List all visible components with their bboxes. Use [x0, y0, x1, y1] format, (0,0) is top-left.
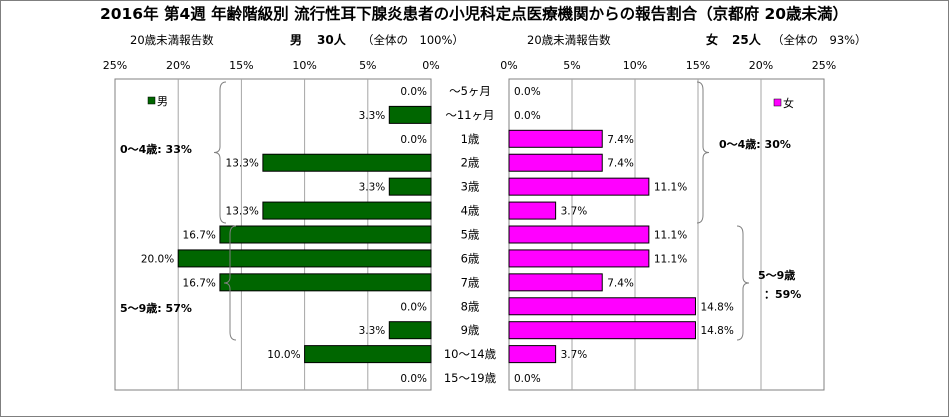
right-tick-label: 25%: [812, 59, 836, 72]
female-data-label: 3.7%: [561, 206, 588, 218]
left-header-total: （全体の 100%）: [362, 33, 464, 47]
male-bar: [388, 177, 432, 196]
female-bar: [508, 153, 603, 172]
male-legend-swatch: [147, 96, 156, 105]
female-data-label: 11.1%: [654, 253, 687, 265]
male-data-label: 0.0%: [400, 86, 427, 98]
category-label: 15～19歳: [444, 371, 497, 385]
male-data-label: 3.3%: [359, 325, 386, 337]
right-brace-5-9: [736, 225, 750, 341]
female-bar: [508, 297, 696, 316]
male-bar: [304, 345, 432, 364]
female-data-label: 14.8%: [700, 301, 733, 313]
female-bar: [508, 177, 650, 196]
right-group-0-4-label: 0～4歳: 30%: [719, 137, 791, 151]
female-data-label: 3.7%: [561, 349, 588, 361]
female-data-label: 0.0%: [514, 86, 541, 98]
category-label: 10～14歳: [444, 347, 497, 361]
right-tick-label: 0%: [500, 59, 517, 72]
female-bar: [508, 201, 557, 220]
male-data-label: 0.0%: [400, 373, 427, 385]
left-brace-0-4: [213, 81, 227, 224]
male-bar: [262, 201, 432, 220]
left-header-sex: 男: [290, 33, 302, 47]
left-tick-label: 10%: [292, 59, 316, 72]
female-bar: [508, 129, 603, 148]
female-legend-label: 女: [783, 96, 794, 110]
right-header-total: （全体の 93%）: [772, 33, 867, 47]
male-bar: [262, 153, 432, 172]
left-tick-label: 15%: [229, 59, 253, 72]
category-label: 1歳: [461, 132, 480, 146]
male-data-label: 0.0%: [400, 301, 427, 313]
female-bar: [508, 321, 696, 340]
right-brace-0-4: [696, 81, 710, 224]
male-data-label: 10.0%: [267, 349, 300, 361]
male-bar: [388, 105, 432, 124]
male-legend-label: 男: [157, 95, 168, 108]
male-data-label: 16.7%: [183, 230, 216, 242]
female-data-label: 7.4%: [607, 277, 634, 289]
left-header-label: 20歳未満報告数: [130, 33, 214, 47]
left-tick-label: 20%: [166, 59, 190, 72]
female-data-label: 11.1%: [654, 182, 687, 194]
category-label: 2歳: [461, 156, 480, 170]
chart-title: 2016年 第4週 年齢階級別 流行性耳下腺炎患者の小児科定点医療機関からの報告…: [100, 4, 848, 23]
female-data-label: 11.1%: [654, 230, 687, 242]
female-legend-swatch: [773, 98, 782, 107]
left-group-5-9-label: 5～9歳: 57%: [120, 301, 192, 315]
right-tick-label: 20%: [749, 59, 773, 72]
right-header-sex: 女: [706, 32, 718, 47]
right-header-count: 25人: [732, 32, 762, 47]
left-tick-label: 25%: [103, 59, 127, 72]
category-label: 8歳: [461, 299, 480, 313]
right-tick-label: 5%: [563, 59, 580, 72]
male-data-label: 3.3%: [359, 110, 386, 122]
left-tick-label: 5%: [359, 59, 376, 72]
category-label: 3歳: [461, 180, 480, 194]
male-data-label: 20.0%: [141, 253, 174, 265]
female-data-label: 0.0%: [514, 373, 541, 385]
category-label: ～5ヶ月: [449, 84, 491, 98]
male-data-label: 3.3%: [359, 182, 386, 194]
female-data-label: 14.8%: [700, 325, 733, 337]
left-group-0-4-label: 0～4歳: 33%: [120, 142, 192, 156]
male-bar: [388, 321, 432, 340]
female-bar: [508, 225, 650, 244]
left-tick-label: 0%: [422, 59, 439, 72]
category-label: 5歳: [461, 228, 480, 242]
category-label: 7歳: [461, 275, 480, 289]
left-brace-5-9: [223, 225, 237, 341]
category-label: 4歳: [461, 204, 480, 218]
right-tick-label: 15%: [686, 59, 710, 72]
male-bar: [219, 273, 432, 292]
category-label: 6歳: [461, 251, 480, 265]
left-header-count: 30人: [317, 32, 347, 47]
right-tick-label: 10%: [623, 59, 647, 72]
right-header-label: 20歳未満報告数: [527, 33, 611, 47]
male-data-label: 13.3%: [226, 158, 259, 170]
female-data-label: 0.0%: [514, 110, 541, 122]
female-data-label: 7.4%: [607, 158, 634, 170]
female-data-label: 7.4%: [607, 134, 634, 146]
male-bar: [177, 249, 432, 268]
male-data-label: 0.0%: [400, 134, 427, 146]
male-bar: [219, 225, 432, 244]
right-group-5-9-pct: ：59%: [764, 288, 801, 301]
male-data-label: 13.3%: [226, 206, 259, 218]
category-label: 9歳: [461, 323, 480, 337]
female-bar: [508, 345, 557, 364]
male-data-label: 16.7%: [183, 277, 216, 289]
female-bar: [508, 273, 603, 292]
female-bar: [508, 249, 650, 268]
category-label: ～11ヶ月: [445, 108, 494, 122]
right-group-5-9-label: 5～9歳: [758, 268, 795, 282]
